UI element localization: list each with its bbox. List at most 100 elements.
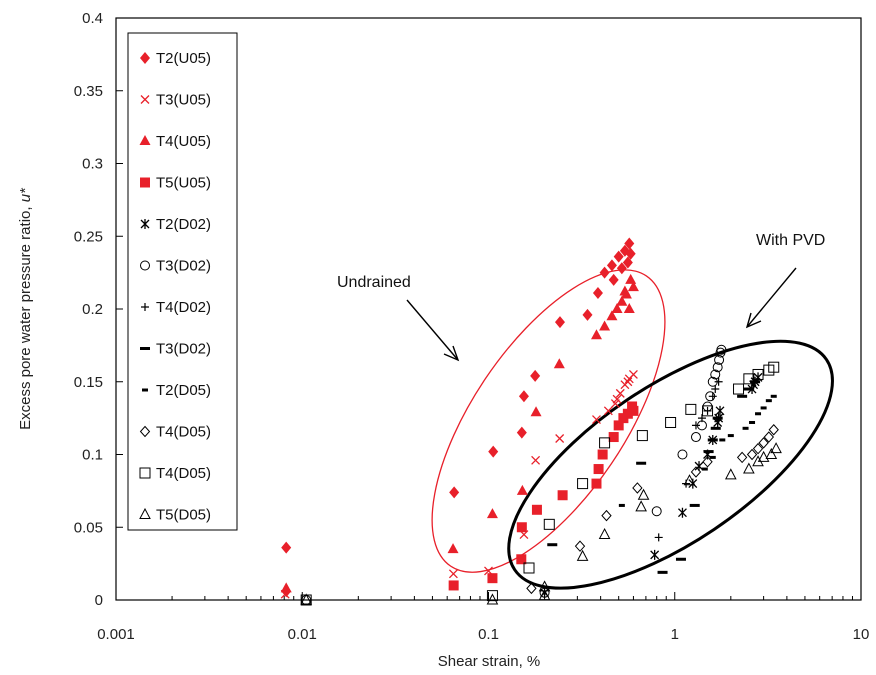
series-9 (526, 424, 779, 595)
data-point (688, 478, 698, 489)
data-point (547, 543, 558, 547)
annotation-undrained-arrowhead (443, 345, 460, 362)
data-point (636, 461, 647, 465)
data-point (531, 455, 541, 465)
series-3 (448, 401, 639, 591)
series-10 (300, 361, 780, 606)
y-tick-label: 0.4 (82, 10, 103, 27)
legend-label: T2(D05) (156, 382, 211, 399)
data-point (707, 438, 718, 442)
data-point (690, 466, 702, 478)
grouping-ellipses (431, 269, 834, 590)
y-axis-label-symbol: u* (17, 187, 34, 202)
legend-marker (140, 52, 150, 64)
data-point (770, 442, 782, 454)
data-point (650, 549, 660, 560)
data-point (743, 373, 755, 385)
legend-marker (141, 303, 149, 311)
data-point (702, 456, 713, 468)
data-point (690, 432, 701, 443)
data-point (608, 273, 619, 286)
legend-label: T2(D02) (156, 216, 211, 233)
data-point (694, 461, 704, 472)
data-point (538, 580, 551, 592)
data-point (697, 414, 706, 423)
data-point (487, 573, 498, 584)
legend-label: T4(U05) (156, 133, 211, 150)
data-point (675, 557, 686, 561)
data-point (555, 434, 565, 443)
data-point (724, 468, 737, 480)
data-point (449, 486, 460, 499)
data-point (712, 416, 723, 420)
data-point (743, 462, 755, 474)
data-point (719, 438, 726, 442)
data-point (597, 449, 608, 460)
data-point (689, 503, 700, 507)
data-point (654, 533, 663, 542)
data-point (598, 527, 611, 540)
y-tick-label: 0.05 (74, 519, 103, 536)
data-point (486, 590, 498, 602)
data-point (625, 273, 637, 284)
data-point (516, 554, 527, 565)
data-point (637, 488, 650, 500)
x-tick-label: 10 (853, 626, 870, 643)
legend-marker (142, 388, 148, 392)
data-point (448, 580, 459, 591)
data-point (714, 354, 725, 365)
series-11 (300, 442, 782, 605)
data-point (280, 582, 292, 593)
data-point (603, 406, 613, 416)
data-point (593, 464, 604, 475)
data-point (599, 437, 611, 449)
x-tick-label: 0.01 (288, 626, 317, 643)
data-point (770, 394, 777, 398)
data-point (763, 431, 775, 443)
data-point (768, 424, 779, 436)
data-point (488, 445, 499, 458)
series-2 (280, 273, 639, 593)
data-point (554, 316, 565, 329)
data-point (628, 370, 638, 379)
data-point (632, 482, 643, 494)
data-point (691, 421, 700, 430)
data-point (613, 420, 624, 431)
legend-label: T3(D02) (156, 341, 211, 358)
legend-label: T2(U05) (156, 50, 211, 67)
data-point (590, 329, 602, 340)
data-point (752, 368, 764, 380)
data-point (553, 358, 565, 369)
data-point (743, 387, 754, 391)
data-point (592, 286, 603, 299)
legend-label: T4(D02) (156, 299, 211, 316)
legend-label: T3(U05) (156, 92, 211, 109)
data-point (606, 310, 618, 321)
data-point (651, 506, 662, 517)
data-point (636, 430, 648, 442)
data-point (736, 451, 748, 464)
data-point (591, 478, 602, 489)
data-point (710, 369, 721, 380)
data-point (737, 394, 748, 398)
data-point (702, 405, 714, 417)
legend-marker (139, 467, 151, 479)
data-point (577, 478, 589, 490)
legend-label: T5(U05) (156, 175, 211, 192)
annotation-pvd-arrowhead (745, 312, 762, 329)
data-point (714, 377, 723, 386)
series-7 (547, 380, 761, 574)
data-point (518, 390, 529, 403)
data-point (300, 593, 313, 605)
data-point (622, 256, 633, 269)
y-axis-label-main: Excess pore water pressure ratio, (17, 202, 34, 430)
data-point (582, 308, 593, 321)
data-point (486, 508, 498, 519)
data-point (624, 237, 635, 250)
data-point (716, 344, 727, 355)
data-point (618, 503, 625, 507)
legend-box (127, 32, 238, 531)
y-tick-label: 0.25 (74, 228, 103, 245)
data-point (765, 399, 772, 403)
data-point (523, 562, 535, 574)
